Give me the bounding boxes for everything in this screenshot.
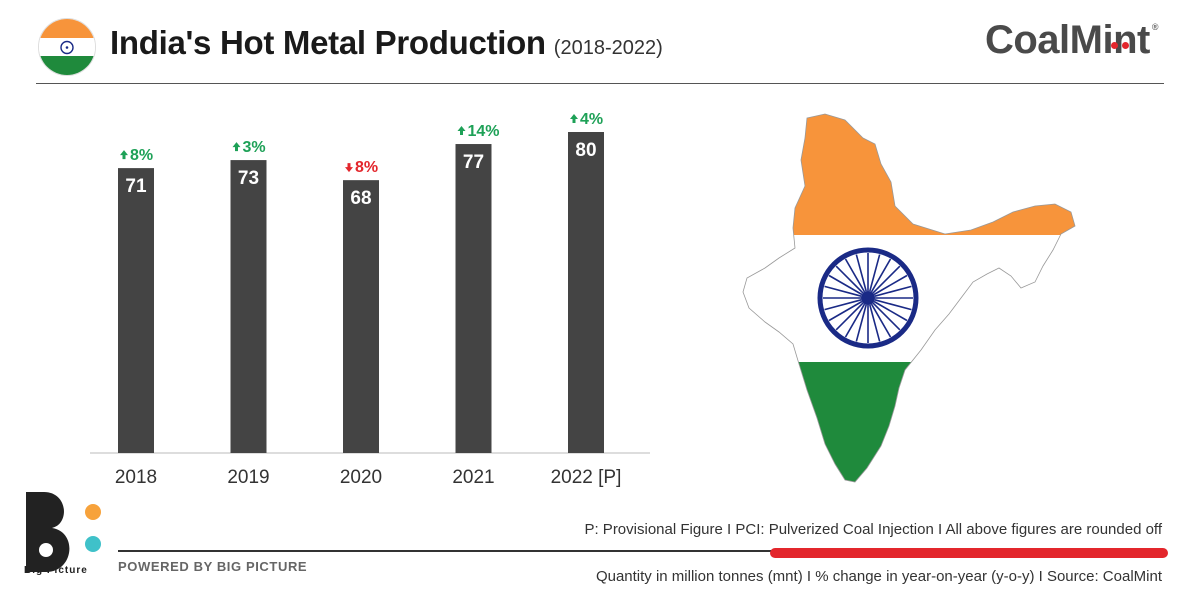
arrow-down-icon xyxy=(345,163,353,173)
bar-chart: 71 8% 2018 73 3% 2019 68 8% 2020 77 14% 2021 80 4% 202… xyxy=(90,111,650,488)
arrow-up-icon xyxy=(457,126,466,136)
value-label: 68 xyxy=(350,188,371,209)
coalmint-logo: CoalMint ® xyxy=(984,18,1159,63)
bar-2018 xyxy=(118,168,154,454)
bar-2020 xyxy=(343,180,379,453)
footer-accent-bar xyxy=(770,548,1168,558)
value-label: 73 xyxy=(238,168,259,189)
change-label: 4% xyxy=(580,111,603,128)
page-title: India's Hot Metal Production (2018-2022) xyxy=(110,24,663,62)
india-flag-icon xyxy=(38,18,96,76)
bar-2019 xyxy=(230,160,267,453)
x-tick-label: 2020 xyxy=(340,467,382,488)
change-label: 3% xyxy=(243,139,266,156)
title-subtitle: (2018-2022) xyxy=(553,37,663,59)
footnote-definitions: P: Provisional Figure I PCI: Pulverized … xyxy=(584,521,1162,538)
value-label: 77 xyxy=(463,152,484,173)
x-tick-label: 2022 [P] xyxy=(551,467,622,488)
change-label: 8% xyxy=(130,147,153,164)
value-label: 80 xyxy=(575,140,596,161)
value-label: 71 xyxy=(125,176,147,197)
logo-dots-icon xyxy=(1109,14,1131,59)
x-tick-label: 2018 xyxy=(115,467,157,488)
powered-by-text: POWERED BY BIG PICTURE xyxy=(118,559,308,574)
change-label: 14% xyxy=(468,123,500,140)
ashoka-chakra-icon xyxy=(817,247,919,349)
india-map-icon xyxy=(742,113,1076,483)
arrow-up-icon xyxy=(120,150,128,160)
title-text: India's Hot Metal Production xyxy=(110,24,546,61)
bar-2021 xyxy=(455,144,492,453)
footnote-units-source: Quantity in million tonnes (mnt) I % cha… xyxy=(595,568,1162,585)
change-label: 8% xyxy=(355,159,378,176)
brand-name: CoalMint xyxy=(984,18,1150,62)
bar-2022 [P] xyxy=(568,132,604,453)
arrow-up-icon xyxy=(232,142,241,152)
registered-mark: ® xyxy=(1151,22,1159,32)
big-picture-label: Big Picture xyxy=(24,565,88,576)
header: India's Hot Metal Production (2018-2022) … xyxy=(0,0,1200,84)
header-divider xyxy=(36,83,1164,84)
x-tick-label: 2021 xyxy=(452,467,494,488)
arrow-up-icon xyxy=(570,114,578,123)
x-tick-label: 2019 xyxy=(227,467,269,488)
footer-divider xyxy=(118,550,778,552)
big-picture-logo-icon xyxy=(26,492,101,572)
